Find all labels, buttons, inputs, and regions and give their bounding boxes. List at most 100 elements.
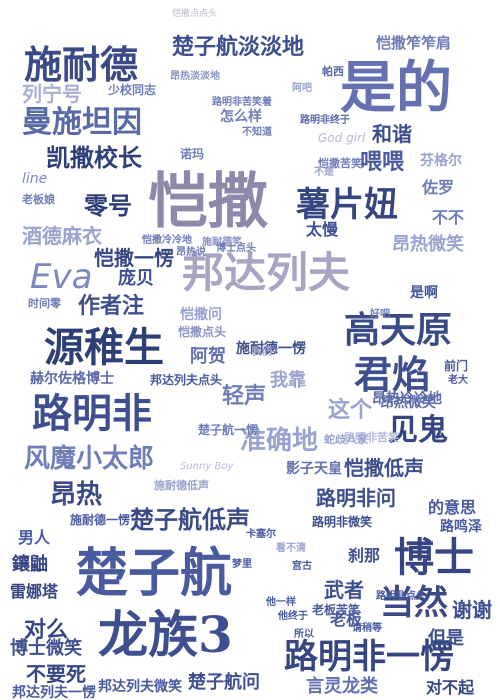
word: 影子天皇 <box>286 461 342 477</box>
word: 楚子航 <box>76 543 233 604</box>
word: 谢谢 <box>452 598 492 622</box>
word: 博士 <box>394 534 474 581</box>
word: 鑲鼬 <box>12 554 48 575</box>
word: 老板苦笑 <box>312 603 361 617</box>
word: Sunny Boy <box>180 461 234 472</box>
word: 恺撒冷冷地 <box>142 235 192 246</box>
word: 这个 <box>328 398 373 423</box>
word: 请稍等 <box>352 623 382 634</box>
word: 不知道 <box>242 127 272 138</box>
word: 庞贝 <box>118 268 154 289</box>
word: 施耐德低声 <box>154 479 209 492</box>
word: 他终于 <box>278 611 308 622</box>
word: 时间零 <box>28 297 61 310</box>
word: 昂热 <box>50 480 103 510</box>
word: 老大 <box>448 375 468 386</box>
word: 路明非终于 <box>300 115 350 126</box>
word: 薯片妞 <box>296 185 398 225</box>
word: 佐罗 <box>422 178 455 197</box>
word: 恺撒点头 <box>178 325 227 339</box>
word: 老板娘 <box>22 193 55 206</box>
word: 施耐德 <box>24 42 139 87</box>
word: line <box>22 171 48 187</box>
word: 邦达列夫点头 <box>150 373 223 387</box>
word: 恺撒问 <box>180 307 222 323</box>
word: 男人 <box>18 528 51 547</box>
word: 凯撒校长 <box>46 143 142 172</box>
word: 刹那 <box>348 546 381 565</box>
word: 路明非苦笑 <box>344 431 399 444</box>
word: 邦达列夫一愣 <box>12 685 96 700</box>
word: 酒德麻衣 <box>22 224 102 248</box>
word: 高天原 <box>344 309 453 351</box>
word: 不不 <box>432 208 465 227</box>
word: 博士点头 <box>216 243 256 254</box>
word: 龙族3 <box>98 605 233 664</box>
word: 恺撒低声 <box>344 456 424 480</box>
word: 昂热微笑 <box>380 395 436 411</box>
word: 诺玛 <box>180 147 205 161</box>
word: 前门 <box>444 359 469 373</box>
word: 宫古 <box>292 561 312 572</box>
word: 见鬼 <box>388 413 448 448</box>
word: 芬格尔 <box>420 153 462 169</box>
word: 昂热淡淡地 <box>170 71 220 82</box>
word: 言灵龙类 <box>306 676 378 697</box>
word: 作者注 <box>78 294 145 319</box>
word: 太慢 <box>306 220 339 239</box>
word: 看不清 <box>276 543 306 554</box>
word: 昂热冷冷地 <box>372 391 442 407</box>
word: 风魔小太郎 <box>24 444 155 474</box>
word: 武者 <box>324 578 364 602</box>
word: 雷娜塔 <box>10 582 59 601</box>
word: 楚子航淡淡地 <box>172 34 305 60</box>
word: 路明非 <box>32 390 152 437</box>
word: 不要死 <box>26 662 86 686</box>
word: 的意思 <box>428 498 477 517</box>
word: 好吧 <box>370 309 390 320</box>
word: 所以 <box>294 629 314 640</box>
word: 不是 <box>314 167 334 178</box>
word: God girl <box>318 131 366 145</box>
word: 路鸣泽 <box>440 519 482 535</box>
word: 当然 <box>380 583 448 623</box>
word: 和谐 <box>372 122 412 146</box>
word: 对么 <box>24 618 69 643</box>
word: 他一样 <box>266 597 296 608</box>
word: 但是 <box>428 628 464 649</box>
word: 邦达列夫微笑 <box>98 679 182 695</box>
word: 轻声 <box>222 384 267 409</box>
word: 恺撒苦笑 <box>318 157 362 170</box>
word: 少校同志 <box>108 83 157 97</box>
word: 路明非微笑 <box>312 515 373 529</box>
word: 阿贺 <box>190 346 226 367</box>
word: 老板 <box>330 610 363 629</box>
word: 卡塞尔 <box>246 529 276 540</box>
word: 是的 <box>340 55 452 121</box>
word: 恺撒笮笮肩 <box>376 34 452 52</box>
word: 施耐德笑 <box>202 237 242 248</box>
word: 邦达列夫 <box>182 248 351 297</box>
word: 路明非点头 <box>376 591 426 602</box>
word: 路明非问 <box>316 486 396 510</box>
word: 赫尔佐格博士 <box>30 371 114 387</box>
cloud-title: 恺撒点点头 <box>172 9 218 19</box>
word: 零号 <box>84 191 132 220</box>
word: 楚子航一愣 <box>198 423 259 437</box>
word: 怎么样 <box>220 109 262 125</box>
word: 我靠 <box>270 370 306 391</box>
word: 曼施坦因 <box>22 105 142 140</box>
word: 路明非一愣 <box>284 637 454 677</box>
word: 喂喂 <box>360 150 405 175</box>
word: 昂热说 <box>176 247 206 258</box>
word: 是啊 <box>410 285 438 301</box>
word: 施耐德一愣 <box>70 513 131 527</box>
word: 路明非苦笑着 <box>212 97 272 108</box>
word: 准确地 <box>240 426 319 456</box>
word: 昂热微笑 <box>392 234 464 255</box>
word: 君焰 <box>354 352 431 397</box>
word: 楚子航问 <box>188 672 260 693</box>
word: Eva <box>30 257 93 297</box>
word: 源稚生 <box>44 324 164 371</box>
